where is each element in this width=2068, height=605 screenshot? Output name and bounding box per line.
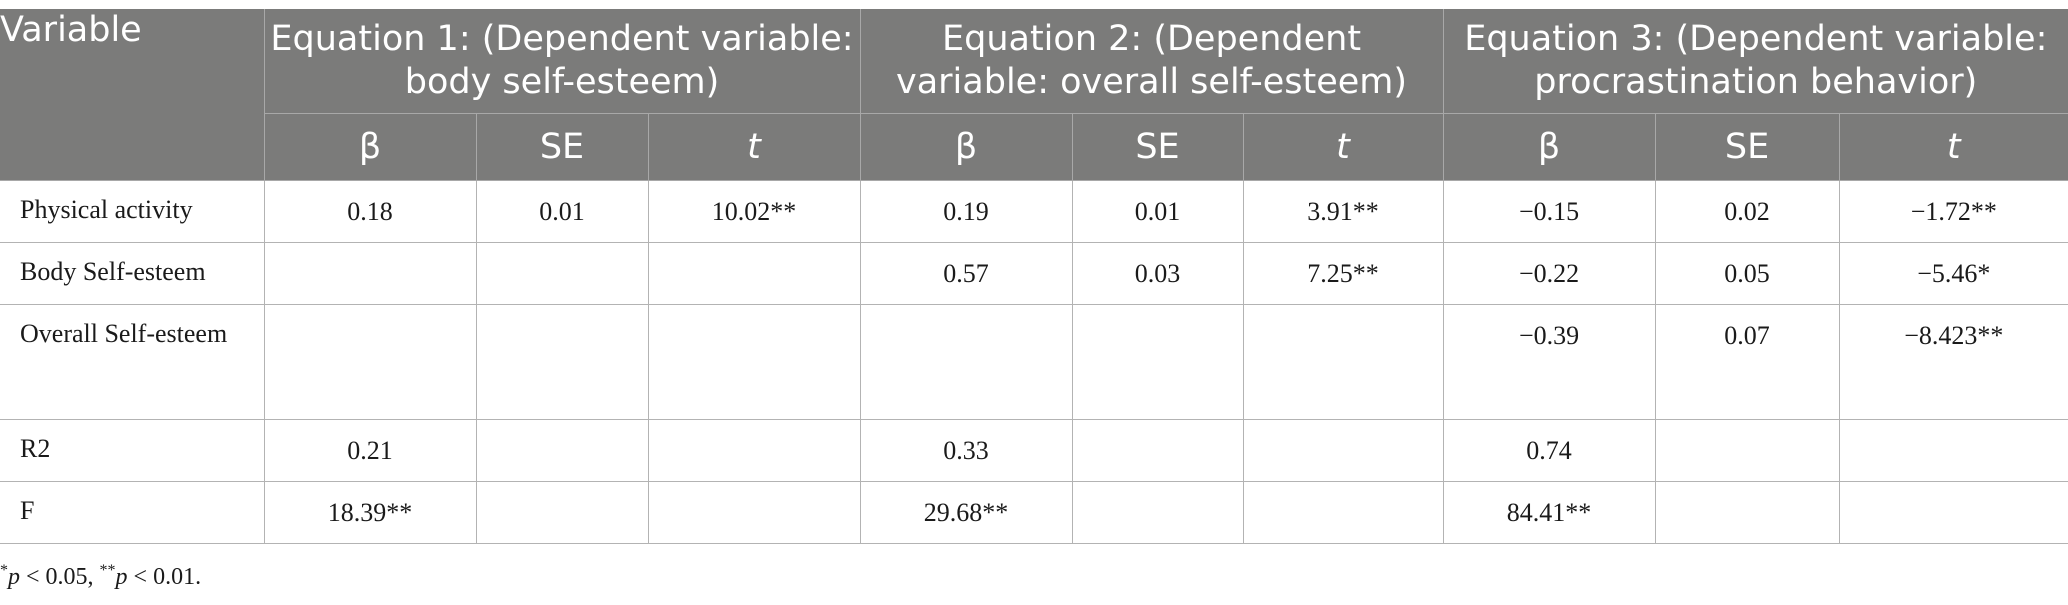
table-cell: 10.02**	[648, 180, 861, 243]
table-cell	[860, 304, 1073, 420]
eq3-se-header: SE	[1655, 113, 1840, 181]
footnote-star-2: **	[99, 562, 116, 579]
table-cell	[1839, 481, 2068, 544]
equation-1-header: Equation 1: (Dependent variable: body se…	[264, 9, 861, 114]
table-cell: 0.74	[1443, 419, 1656, 482]
table-cell: 0.57	[860, 242, 1073, 305]
table-cell	[1072, 481, 1244, 544]
table-cell: 0.19	[860, 180, 1073, 243]
header-row-equations: Variable Equation 1: (Dependent variable…	[0, 9, 2068, 181]
table-cell: 18.39**	[264, 481, 477, 544]
table-cell	[264, 242, 477, 305]
eq2-beta-header: β	[860, 113, 1073, 181]
table-cell: 0.07	[1655, 304, 1840, 420]
table-cell: −0.15	[1443, 180, 1656, 243]
eq3-t-header: t	[1839, 113, 2068, 181]
eq1-beta-header: β	[264, 113, 477, 181]
table-row: F 18.39** 29.68** 84.41**	[0, 481, 2068, 544]
header-row-statistics: β SE t β SE t β SE t	[0, 113, 2068, 181]
table-cell: 0.21	[264, 419, 477, 482]
table-cell	[1072, 304, 1244, 420]
table-row: Body Self-esteem 0.57 0.03 7.25** −0.22 …	[0, 242, 2068, 305]
table-cell: 3.91**	[1243, 180, 1444, 243]
table-cell	[1655, 419, 1840, 482]
table-cell	[648, 419, 861, 482]
table-cell: 0.18	[264, 180, 477, 243]
table-cell: 0.01	[1072, 180, 1244, 243]
table-cell	[1072, 419, 1244, 482]
table-cell: 0.33	[860, 419, 1073, 482]
table-cell: 7.25**	[1243, 242, 1444, 305]
table-footnote: *p < 0.05, **p < 0.01.	[0, 562, 201, 591]
table-cell: −5.46*	[1839, 242, 2068, 305]
variable-column-header: Variable	[0, 9, 265, 181]
table-cell	[648, 481, 861, 544]
table-cell: 0.01	[476, 180, 649, 243]
table-cell	[476, 304, 649, 420]
row-label: R2	[0, 419, 265, 482]
row-label: F	[0, 481, 265, 544]
table-cell: 29.68**	[860, 481, 1073, 544]
table-cell: 0.05	[1655, 242, 1840, 305]
footnote-text-2: < 0.01.	[127, 564, 202, 590]
footnote-p-2: p	[115, 564, 128, 590]
table-cell: −8.423**	[1839, 304, 2068, 420]
table-row: R2 0.21 0.33 0.74	[0, 419, 2068, 482]
equation-2-header: Equation 2: (Dependent variable: overall…	[860, 9, 1444, 114]
table-row: Physical activity 0.18 0.01 10.02** 0.19…	[0, 180, 2068, 243]
table-cell: −1.72**	[1839, 180, 2068, 243]
table-cell: 0.03	[1072, 242, 1244, 305]
row-label: Physical activity	[0, 180, 265, 243]
table-cell	[648, 304, 861, 420]
row-label: Overall Self-esteem	[0, 304, 265, 420]
table-row: Overall Self-esteem −0.39 0.07 −8.423**	[0, 304, 2068, 420]
equation-3-header: Equation 3: (Dependent variable: procras…	[1443, 9, 2068, 114]
footnote-text-1: < 0.05,	[20, 564, 100, 590]
eq2-t-header: t	[1243, 113, 1444, 181]
table-cell: 0.02	[1655, 180, 1840, 243]
footnote-p-1: p	[8, 564, 20, 590]
eq2-se-header: SE	[1072, 113, 1244, 181]
table-cell	[476, 419, 649, 482]
table-cell: −0.39	[1443, 304, 1656, 420]
eq1-t-header: t	[648, 113, 861, 181]
eq3-beta-header: β	[1443, 113, 1656, 181]
table-cell	[1243, 304, 1444, 420]
table-cell	[476, 242, 649, 305]
eq1-se-header: SE	[476, 113, 649, 181]
table-cell	[648, 242, 861, 305]
regression-table: Variable Equation 1: (Dependent variable…	[0, 9, 2068, 544]
table-cell: 84.41**	[1443, 481, 1656, 544]
row-label: Body Self-esteem	[0, 242, 265, 305]
footnote-star-1: *	[0, 562, 8, 579]
table-cell	[1243, 419, 1444, 482]
table-cell	[476, 481, 649, 544]
table-cell	[1655, 481, 1840, 544]
table-cell	[264, 304, 477, 420]
table-cell: −0.22	[1443, 242, 1656, 305]
table-cell	[1839, 419, 2068, 482]
table-cell	[1243, 481, 1444, 544]
